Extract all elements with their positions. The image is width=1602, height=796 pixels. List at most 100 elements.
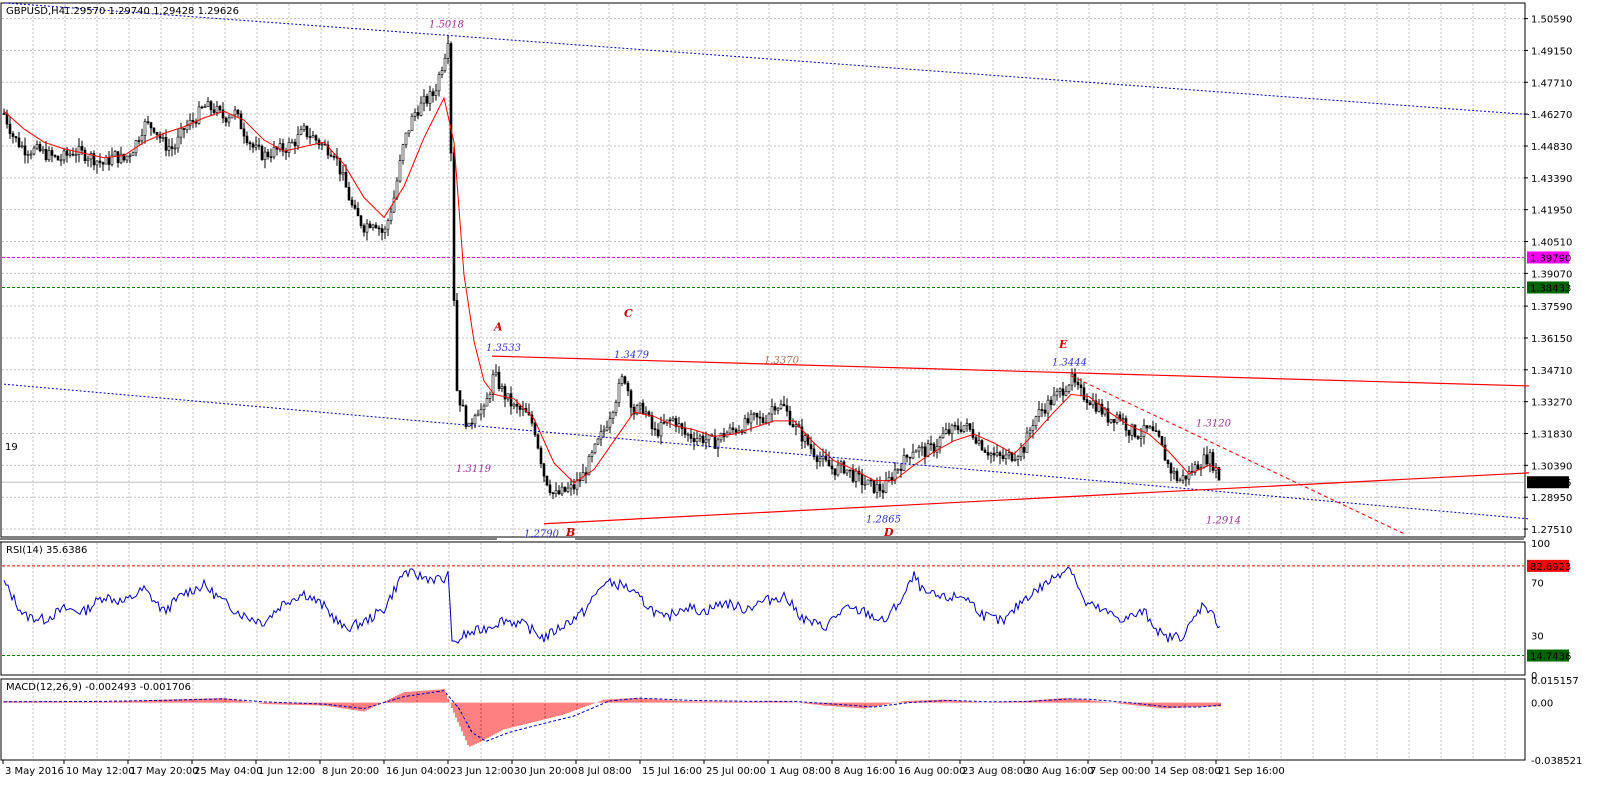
- candle-body: [1010, 452, 1014, 461]
- candle-body: [1004, 454, 1008, 459]
- candle-body: [833, 468, 837, 476]
- candle-body: [1217, 467, 1221, 481]
- candle-body: [242, 128, 246, 137]
- macd-title: MACD(12,26,9) -0.002493 -0.001706: [6, 682, 191, 693]
- candle-body: [668, 419, 672, 422]
- time-tick-label: 16 Aug 00:00: [898, 766, 965, 777]
- candle-body: [383, 228, 387, 233]
- candle-body: [284, 150, 288, 153]
- price-tick-label: 1.37590: [1531, 302, 1572, 313]
- price-tick-label: 1.40510: [1531, 238, 1572, 249]
- price-tick-label: 1.47710: [1531, 78, 1572, 89]
- candle-body: [1061, 388, 1065, 396]
- candle-body: [56, 155, 60, 161]
- candle-body: [863, 483, 867, 486]
- candle-body: [419, 102, 423, 116]
- candle-body: [662, 421, 666, 424]
- candle-body: [539, 447, 543, 465]
- candle-body: [1166, 460, 1170, 464]
- candle-body: [815, 456, 819, 462]
- price-note: 1.3120: [1196, 418, 1232, 429]
- candle-body: [968, 423, 972, 430]
- candle-body: [266, 151, 270, 157]
- candle-body: [149, 122, 153, 129]
- candle-body: [992, 453, 996, 456]
- candle-body: [422, 95, 426, 104]
- candle-body: [719, 433, 723, 441]
- candle-body: [494, 371, 498, 376]
- candle-body: [116, 151, 120, 164]
- candle-body: [512, 403, 516, 407]
- candle-body: [491, 374, 495, 395]
- candle-body: [1196, 464, 1200, 470]
- candle-body: [560, 486, 564, 495]
- candle-body: [464, 405, 468, 427]
- candle-body: [143, 121, 147, 136]
- candle-body: [1151, 426, 1155, 431]
- price-tick-label: 1.44830: [1531, 142, 1572, 153]
- price-note: 1.3370: [764, 355, 800, 366]
- candle-body: [689, 433, 693, 439]
- candle-body: [398, 160, 402, 182]
- candle-body: [1031, 425, 1035, 431]
- candle-body: [1163, 444, 1167, 461]
- candle-body: [113, 151, 117, 156]
- rsi-tag-label: 82.6923: [1530, 562, 1571, 573]
- candle-body: [716, 439, 720, 449]
- candle-body: [818, 458, 822, 462]
- candle-body: [1055, 391, 1059, 396]
- candle-body: [929, 443, 933, 445]
- candle-body: [347, 186, 351, 201]
- time-tick-label: 25 Jul 00:00: [706, 766, 766, 777]
- candle-body: [1025, 432, 1029, 453]
- candle-body: [734, 429, 738, 433]
- candle-body: [293, 141, 297, 147]
- candle-body: [650, 415, 654, 430]
- lower-channel-line: [3, 383, 1530, 520]
- candle-body: [953, 424, 957, 427]
- candle-body: [896, 468, 900, 471]
- candle-body: [590, 452, 594, 457]
- candle-body: [605, 426, 609, 431]
- price-tick-label: 1.31830: [1531, 429, 1572, 440]
- candle-body: [281, 143, 285, 152]
- candle-body: [767, 413, 771, 423]
- candle-body: [326, 144, 330, 156]
- candle-body: [776, 407, 780, 411]
- candle-body: [437, 74, 441, 92]
- time-tick-label: 23 Aug 08:00: [962, 766, 1029, 777]
- candle-body: [1064, 391, 1068, 396]
- candle-body: [461, 404, 465, 407]
- candle-body: [59, 159, 63, 162]
- candle-body: [506, 393, 510, 400]
- candle-body: [29, 153, 33, 156]
- rsi-tick-label: 70: [1531, 579, 1544, 590]
- candle-body: [827, 459, 831, 467]
- candle-body: [842, 461, 846, 474]
- rsi-tick-label: 0: [1531, 671, 1537, 682]
- candle-body: [989, 453, 993, 456]
- candle-body: [626, 382, 630, 392]
- candle-body: [791, 424, 795, 428]
- candle-body: [1028, 430, 1032, 434]
- candle-body: [983, 449, 987, 453]
- candle-body: [167, 146, 171, 151]
- candle-body: [824, 455, 828, 461]
- candle-body: [218, 105, 222, 111]
- candle-body: [407, 130, 411, 134]
- candle-body: [458, 390, 462, 406]
- candle-body: [866, 479, 870, 485]
- candle-body: [614, 402, 618, 413]
- candle-body: [188, 120, 192, 126]
- candle-body: [593, 443, 597, 453]
- wave-label: B: [565, 526, 575, 539]
- candle-body: [1130, 424, 1134, 436]
- candle-body: [368, 223, 372, 229]
- candle-body: [698, 435, 702, 439]
- candle-body: [851, 469, 855, 482]
- candle-body: [656, 429, 660, 437]
- candle-body: [542, 463, 546, 477]
- candle-body: [923, 446, 927, 457]
- candle-body: [125, 155, 129, 161]
- candle-body: [452, 152, 456, 301]
